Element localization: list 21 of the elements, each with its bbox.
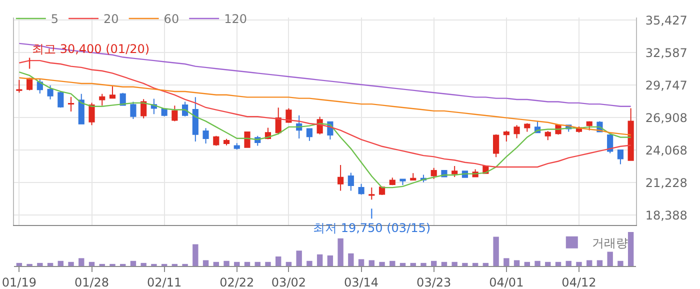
x-tick-label: 03/02 bbox=[271, 275, 306, 289]
x-tick-label: 03/23 bbox=[416, 275, 452, 289]
x-tick-label: 01/28 bbox=[74, 275, 110, 289]
x-tick-label: 03/14 bbox=[344, 275, 379, 289]
y-tick-label: 21,228 bbox=[645, 176, 688, 190]
x-tick-label: 02/22 bbox=[220, 275, 254, 289]
y-tick-label: 24,068 bbox=[645, 143, 688, 158]
y-tick-label: 26,908 bbox=[645, 110, 688, 125]
x-tick-label: 01/19 bbox=[2, 275, 36, 289]
legend-label: 거래량 bbox=[592, 236, 628, 250]
y-tick-label: 32,587 bbox=[645, 46, 688, 60]
x-tick-label: 04/12 bbox=[562, 275, 596, 289]
y-tick-label: 35,427 bbox=[645, 13, 688, 28]
legend-label: 20 bbox=[104, 12, 119, 26]
legend-label: 5 bbox=[50, 12, 59, 26]
y-tick-label: 29,747 bbox=[645, 78, 688, 92]
legend-label: 60 bbox=[164, 12, 180, 26]
x-tick-label: 02/11 bbox=[147, 275, 182, 289]
x-tick-label: 04/01 bbox=[489, 275, 524, 289]
legend-label: 120 bbox=[224, 12, 247, 26]
y-tick-label: 18,388 bbox=[645, 208, 688, 222]
